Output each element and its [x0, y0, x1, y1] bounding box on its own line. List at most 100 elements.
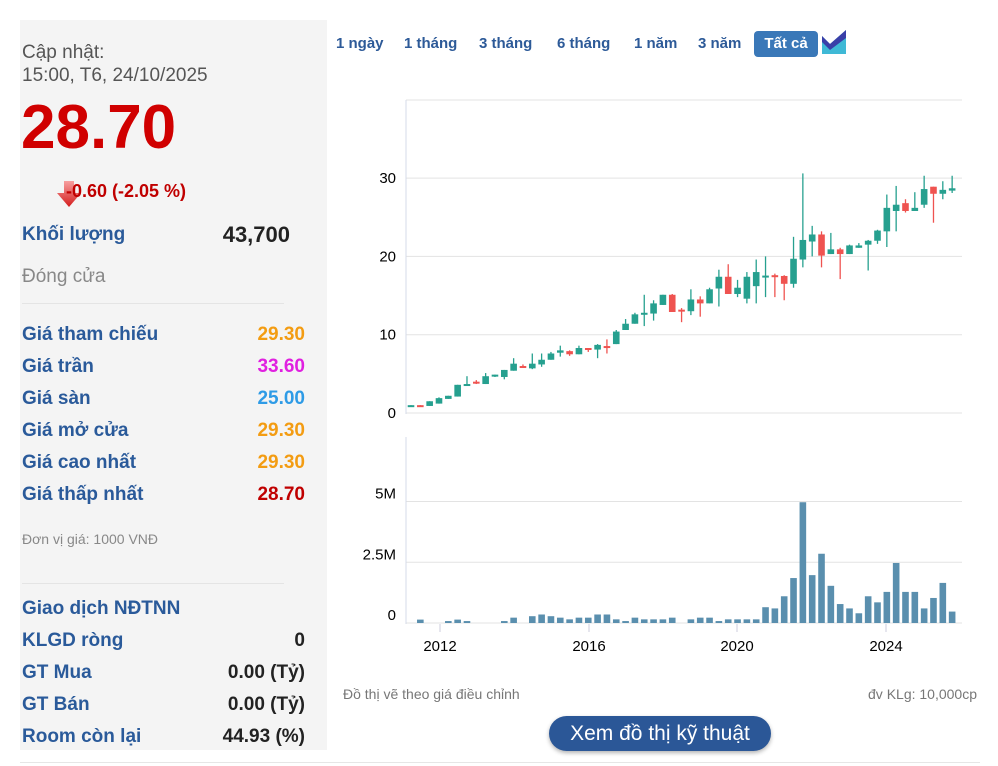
candle [435, 397, 443, 404]
foreign-row-value: 0.00 (Tỷ) [227, 694, 305, 715]
volume-bar [696, 617, 704, 623]
volume-bar [743, 619, 751, 623]
volume-bar [445, 621, 452, 623]
candle [612, 330, 620, 345]
candle-body [864, 240, 872, 245]
quote-row-value: 29.30 [257, 420, 305, 441]
candle [724, 264, 732, 294]
candle [855, 243, 863, 248]
candle [417, 405, 424, 408]
volume-bar [948, 611, 956, 623]
volume-tick-label: 2.5M [363, 546, 396, 563]
candle [920, 175, 928, 208]
x-tick-label: 2012 [423, 638, 456, 655]
volume-bar [930, 597, 937, 623]
volume-bar [827, 585, 835, 623]
range-button[interactable]: 1 tháng [404, 35, 458, 52]
range-button[interactable]: 6 tháng [557, 35, 611, 52]
volume-bar [659, 619, 667, 623]
quote-row-label: Giá mở cửa [22, 420, 129, 441]
candle-body [556, 350, 564, 353]
candle-body [743, 276, 751, 299]
candle [482, 373, 489, 385]
candle [948, 175, 956, 193]
candle-body [510, 363, 517, 371]
candle [538, 353, 545, 367]
candle [491, 374, 499, 377]
volume-bar [818, 553, 825, 623]
range-button[interactable]: 1 năm [634, 35, 678, 52]
volume-bar [463, 621, 471, 623]
foreign-row-label: KLGD ròng [22, 630, 124, 651]
candle-body [435, 398, 443, 404]
candle [501, 369, 508, 380]
candle [836, 247, 844, 280]
x-tick-label: 2024 [869, 638, 902, 655]
volume-bar [715, 621, 723, 623]
quote-row-value: 28.70 [257, 484, 305, 505]
candle-body [659, 294, 667, 305]
price-unit-note: Đơn vị giá: 1000 VNĐ [22, 531, 159, 547]
volume-bar [892, 562, 900, 623]
price-tick-label: 20 [379, 248, 396, 265]
candle-body [566, 351, 573, 355]
candle-body [827, 249, 835, 255]
candle-body [594, 344, 601, 350]
candle-body [939, 189, 947, 194]
candle [715, 269, 723, 307]
volume-bar [547, 616, 555, 623]
volume-bar [836, 604, 844, 623]
candle-body [668, 294, 676, 312]
candle-body [734, 287, 741, 294]
volume-bar [417, 619, 424, 623]
quote-panel [20, 20, 327, 750]
candle-body [715, 276, 723, 289]
candle-body [836, 249, 844, 255]
quote-row-value: 29.30 [257, 452, 305, 473]
candle-body [454, 384, 461, 397]
candle-body [696, 299, 704, 304]
divider [22, 583, 284, 584]
range-button[interactable]: 3 năm [698, 35, 742, 52]
candle-body [818, 234, 825, 256]
candle-body [650, 303, 657, 314]
area-chart-icon[interactable] [822, 30, 846, 59]
candle [780, 275, 788, 301]
volume-bar [566, 619, 573, 623]
technical-chart-button[interactable]: Xem đồ thị kỹ thuật [549, 716, 771, 751]
divider [22, 303, 284, 304]
quote-row-value: 29.30 [257, 324, 305, 345]
candle-body [790, 258, 797, 284]
candle-body [622, 323, 629, 331]
x-tick-label: 2016 [572, 638, 605, 655]
candle [930, 186, 937, 223]
current-price: 28.70 [21, 93, 177, 162]
candle-body [547, 353, 555, 360]
candle-body [603, 346, 611, 349]
candle-body [920, 189, 928, 205]
candle [584, 348, 592, 352]
volume-bar [846, 608, 853, 623]
volume-bar [883, 591, 891, 623]
volume-bar [734, 619, 741, 623]
price-tick-label: 0 [388, 405, 396, 422]
range-all-button[interactable]: Tất cả [754, 31, 818, 57]
candle [706, 287, 713, 304]
updated-label: Cập nhật: [22, 42, 105, 63]
candle [762, 256, 769, 298]
candle [631, 312, 639, 324]
range-button[interactable]: 1 ngày [336, 35, 384, 52]
quote-row-label: Giá sàn [22, 388, 91, 409]
candle [818, 231, 825, 268]
volume-bar [874, 602, 881, 623]
quote-row-value: 25.00 [257, 388, 305, 409]
candle [622, 319, 629, 331]
candle [911, 192, 919, 211]
candle-body [491, 374, 499, 377]
candle [827, 232, 835, 255]
candle [528, 353, 536, 370]
candle [892, 185, 900, 232]
range-button[interactable]: 3 tháng [479, 35, 533, 52]
candle-body [501, 369, 508, 377]
candle [547, 351, 555, 360]
